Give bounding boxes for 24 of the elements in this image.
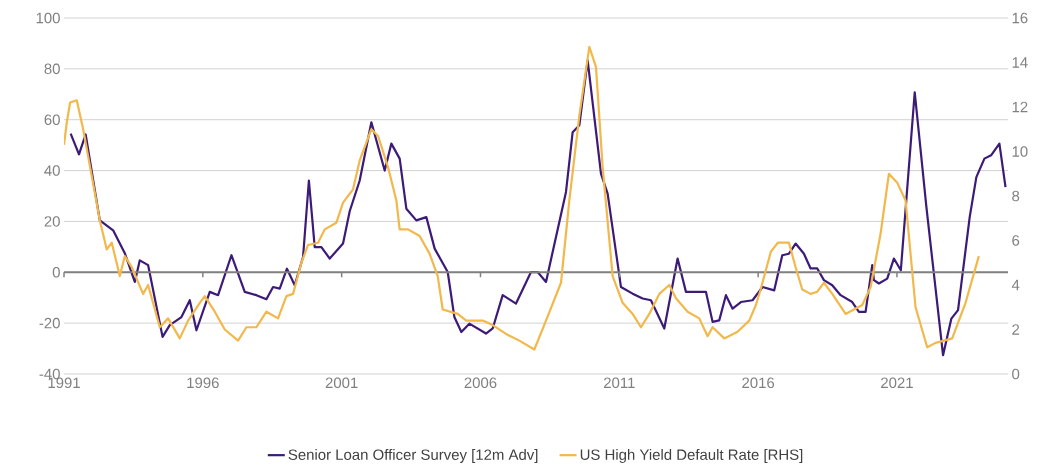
y2-tick-label: 12 — [1012, 101, 1028, 113]
y2-tick-label: 8 — [1012, 190, 1020, 202]
x-tick-label: 2001 — [325, 377, 358, 389]
legend-label: US High Yield Default Rate [RHS] — [580, 449, 803, 463]
y-tick-label: 80 — [44, 63, 60, 75]
x-tick-label: 2011 — [603, 377, 635, 389]
y-tick-label: 40 — [44, 165, 60, 176]
y2-tick-label: 14 — [1012, 57, 1028, 68]
x-tick-label: 2021 — [881, 377, 913, 389]
x-tick-label: 1996 — [187, 377, 219, 389]
y2-tick-label: 0 — [1012, 368, 1020, 380]
y-tick-label: 60 — [44, 114, 60, 125]
x-tick-label: 2016 — [742, 377, 775, 389]
y-tick-label: -20 — [39, 317, 60, 329]
y2-tick-label: 16 — [1012, 12, 1028, 24]
y-tick-label: 100 — [36, 12, 60, 24]
x-tick-label: 2006 — [464, 377, 497, 389]
legend-label: Senior Loan Officer Survey [12m Adv] — [288, 449, 538, 463]
y2-tick-label: 10 — [1012, 146, 1028, 157]
y2-tick-label: 6 — [1012, 235, 1020, 246]
y-tick-label: 20 — [44, 216, 60, 227]
y2-tick-label: 2 — [1012, 324, 1020, 335]
y2-tick-label: 4 — [1011, 279, 1020, 291]
y-tick-label: 0 — [52, 266, 60, 278]
